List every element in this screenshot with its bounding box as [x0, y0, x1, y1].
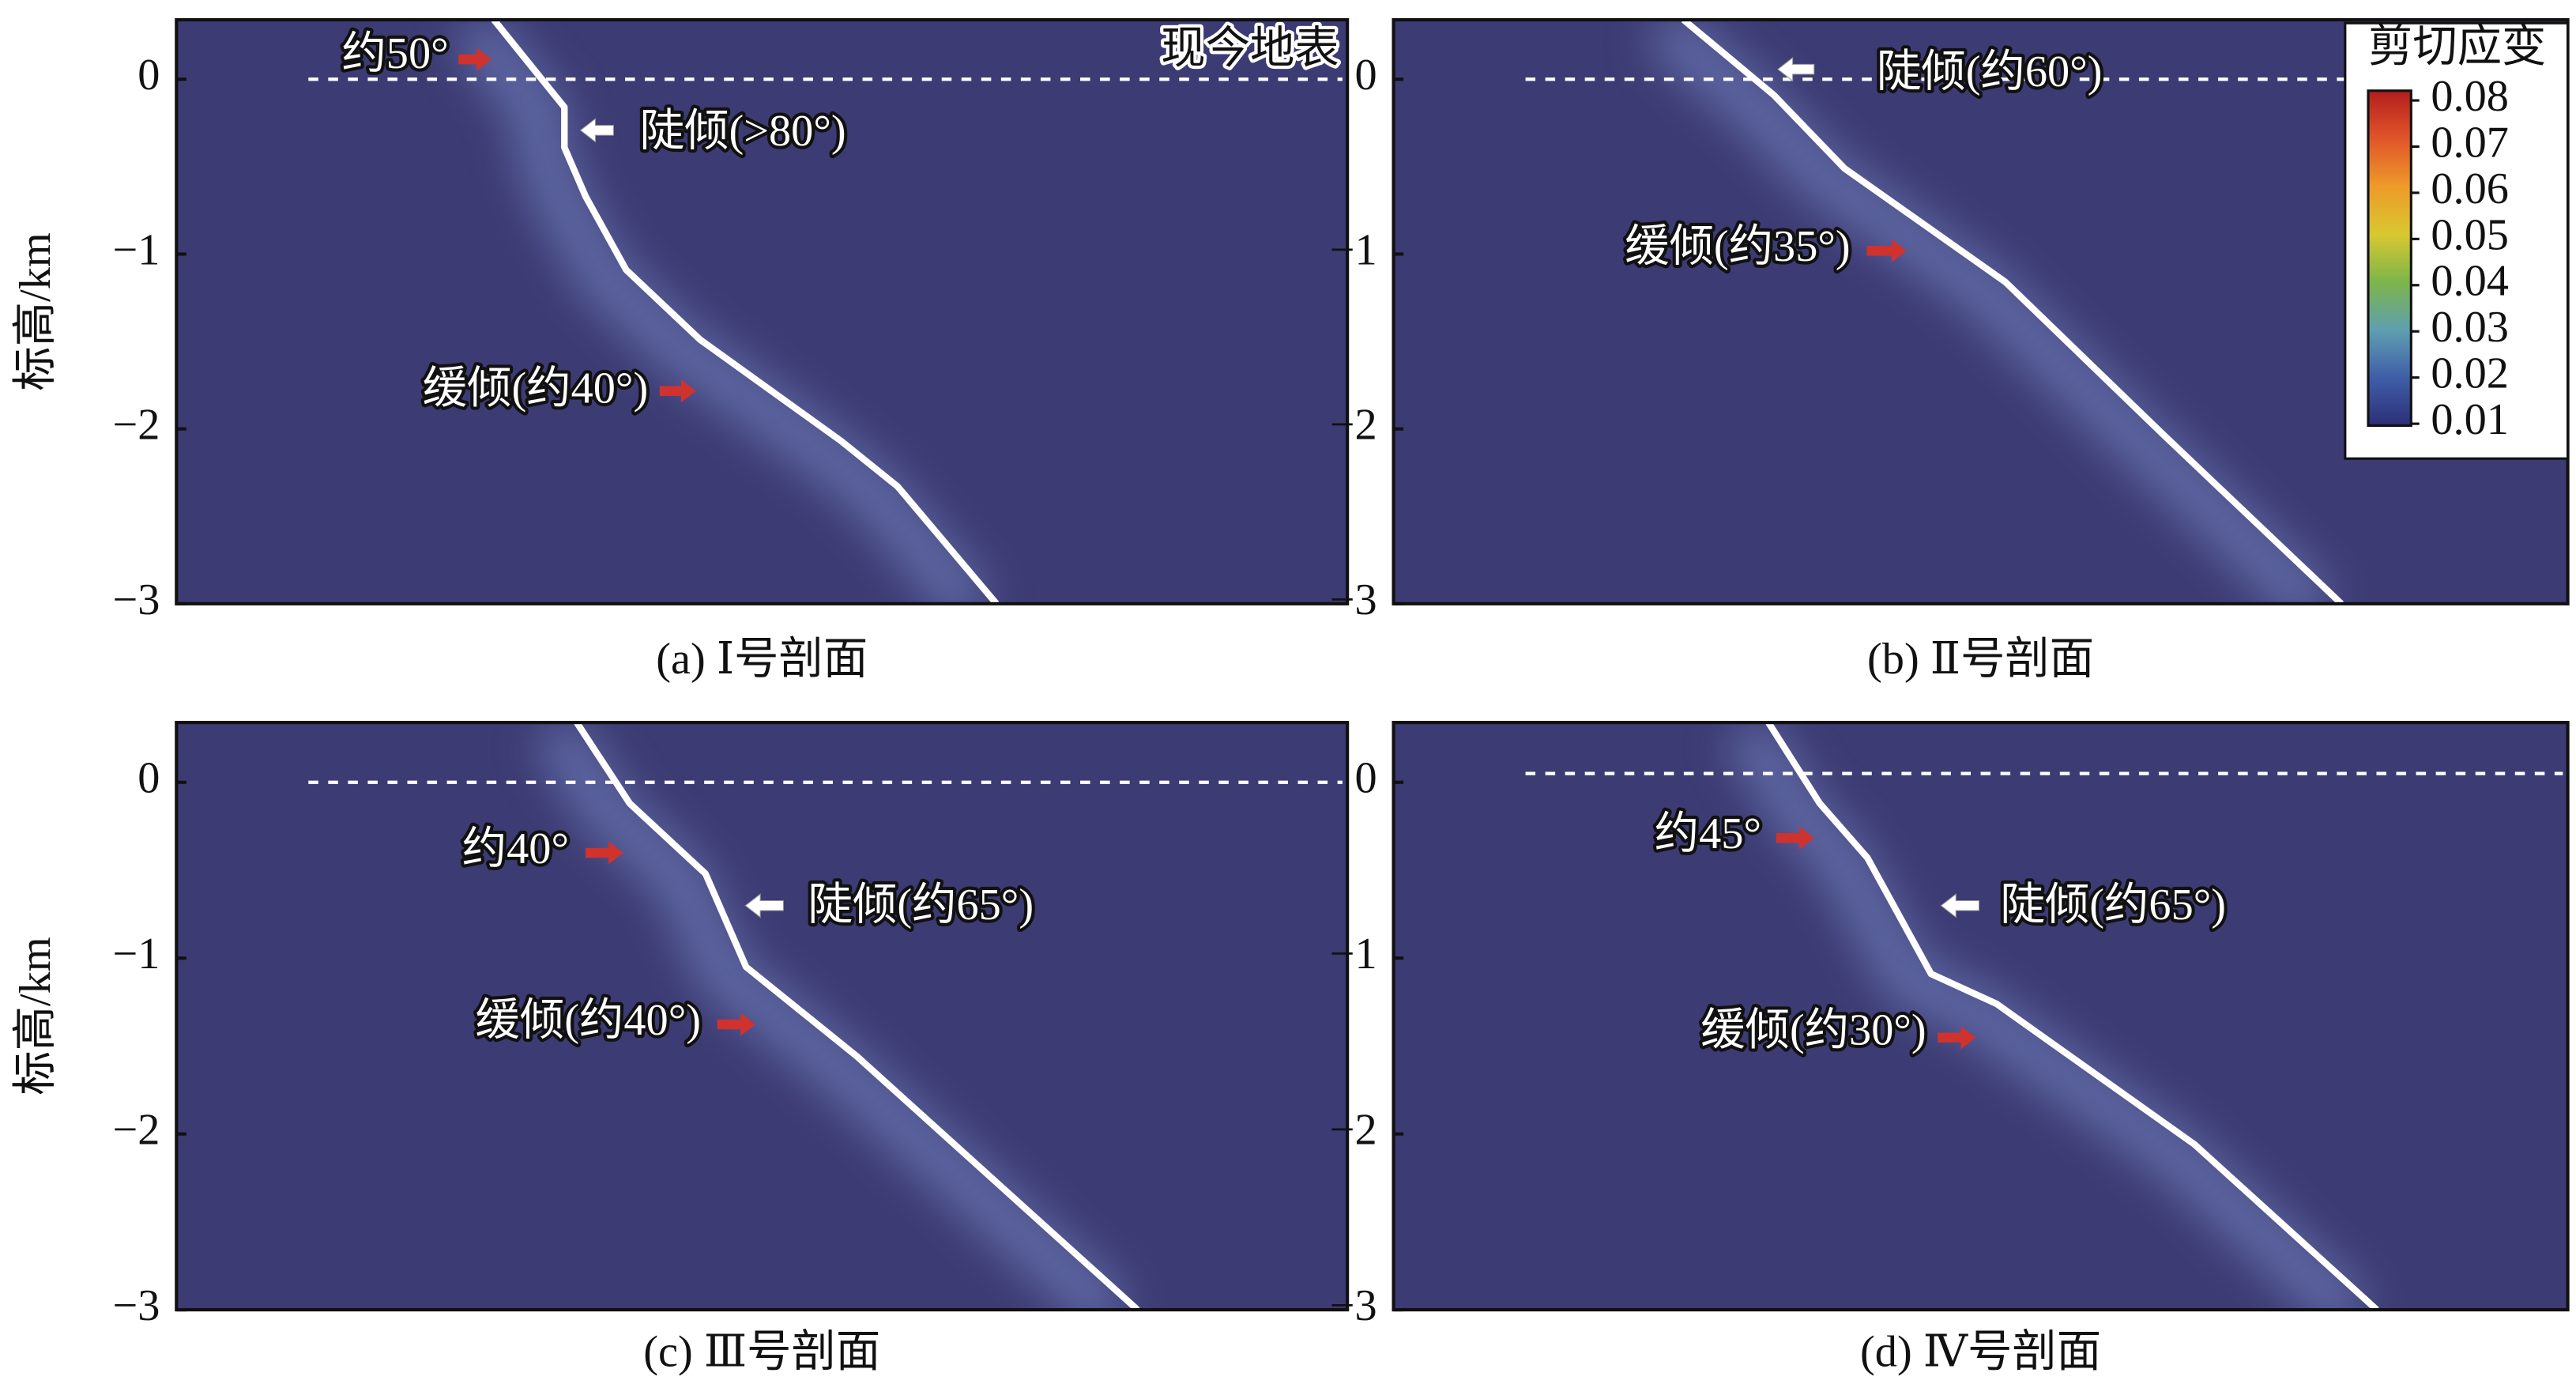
- annotation: 陡倾(约60°): [1877, 47, 2102, 96]
- annotation: 约40°: [462, 824, 569, 873]
- shear-zone: [1644, 20, 2336, 604]
- annotation-arrow: [579, 118, 614, 143]
- y-tick-label: −3: [112, 1281, 160, 1330]
- panel-plot: [1525, 722, 2563, 1310]
- y-tick-label: −1: [112, 930, 160, 979]
- annotation-arrow: [744, 893, 784, 918]
- colorbar-tick-label: 0.03: [2431, 303, 2509, 352]
- annotation-arrow: [1777, 56, 1815, 82]
- panel-plot: [308, 20, 1343, 604]
- colorbar-tick-label: 0.02: [2431, 349, 2509, 398]
- panel-caption: (a) Ⅰ号剖面: [656, 635, 868, 684]
- panel-background: [176, 20, 1348, 604]
- panel-caption: (b) Ⅱ号剖面: [1867, 635, 2094, 684]
- annotation: 约50°: [341, 29, 448, 78]
- y-tick-label: −2: [1330, 1106, 1377, 1155]
- annotation: 约45°: [1655, 809, 1761, 858]
- annotation: 缓倾(约40°): [423, 364, 648, 413]
- colorbar-tick-label: 0.01: [2431, 395, 2509, 444]
- annotation-arrow: [659, 379, 696, 403]
- y-tick-label: 0: [1355, 754, 1377, 803]
- panel-frame: [175, 17, 1350, 605]
- fault-line: [574, 722, 1140, 1310]
- surface-label: 现今地表: [1161, 25, 1339, 74]
- y-tick-label: −3: [112, 575, 160, 624]
- y-tick-label: −1: [112, 225, 160, 274]
- annotation-arrow: [1866, 239, 1907, 262]
- fault-line: [491, 20, 1000, 604]
- colorbar-tick-label: 0.07: [2431, 118, 2509, 167]
- colorbar-tick-label: 0.06: [2431, 164, 2509, 213]
- colorbar: [2367, 89, 2412, 428]
- y-tick-label: 0: [137, 754, 160, 803]
- annotation: 缓倾(约35°): [1625, 222, 1850, 271]
- y-axis-label: 标高/km: [11, 232, 60, 390]
- annotation-arrow: [1776, 826, 1814, 850]
- y-tick-label: −3: [1330, 575, 1377, 624]
- colorbar-tick-label: 0.04: [2431, 257, 2509, 306]
- colorbar-title: 剪切应变: [2368, 23, 2546, 72]
- panel-frame: [1392, 721, 2570, 1312]
- colorbar-tick-label: 0.08: [2431, 72, 2509, 121]
- y-axis-label: 标高/km: [11, 937, 60, 1095]
- panel-plot: [308, 722, 1343, 1310]
- y-tick-label: 0: [137, 51, 160, 100]
- shear-zone: [533, 722, 1132, 1310]
- y-tick-label: 0: [1355, 51, 1377, 100]
- y-tick-label: −2: [112, 401, 160, 450]
- annotation-arrow: [1938, 1026, 1976, 1050]
- annotation-arrow: [458, 47, 491, 71]
- y-tick-label: −3: [1330, 1281, 1377, 1330]
- y-tick-label: −1: [1330, 225, 1377, 274]
- panel-plot: [1525, 20, 2563, 604]
- annotation: 陡倾(约65°): [808, 881, 1034, 930]
- shear-zone: [1724, 722, 2371, 1310]
- fault-line: [1765, 722, 2379, 1310]
- annotation: 陡倾(约65°): [2001, 881, 2226, 930]
- panel-caption: (d) Ⅳ号剖面: [1860, 1327, 2101, 1376]
- colorbar-tick-label: 0.05: [2431, 210, 2509, 259]
- panel-frame: [175, 721, 1350, 1312]
- y-tick-label: −2: [1330, 401, 1377, 450]
- annotation: 缓倾(约30°): [1700, 1005, 1926, 1054]
- shear-zone: [451, 20, 992, 604]
- annotation-arrow: [585, 841, 623, 865]
- y-tick-label: −2: [112, 1106, 160, 1155]
- panel-caption: (c) Ⅲ号剖面: [643, 1327, 880, 1376]
- fault-line: [1681, 20, 2344, 604]
- y-tick-label: −1: [1330, 930, 1377, 979]
- annotation-arrow: [717, 1013, 755, 1036]
- annotation: 陡倾(>80°): [640, 107, 846, 156]
- annotation-arrow: [1940, 893, 1980, 918]
- annotation: 缓倾(约40°): [476, 996, 701, 1045]
